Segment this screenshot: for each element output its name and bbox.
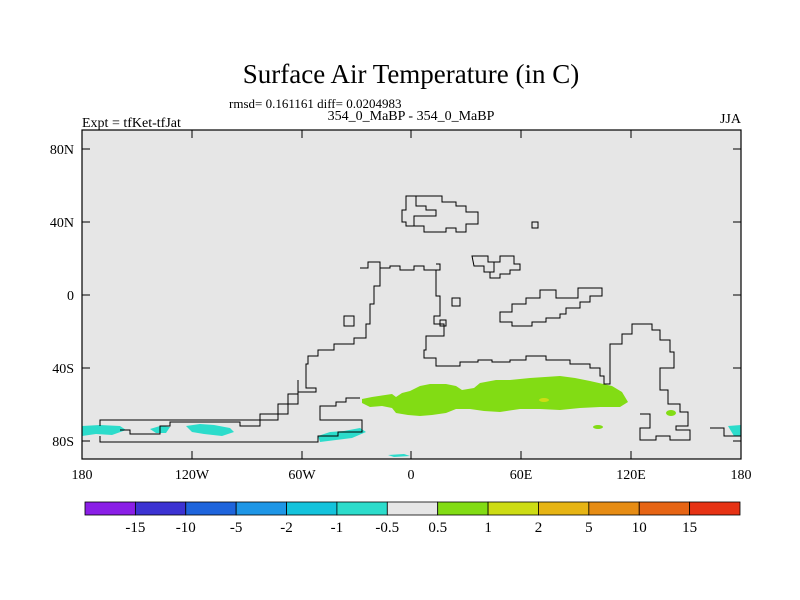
lon-label-0: 0 — [408, 468, 415, 483]
colorbar-swatch — [437, 501, 489, 516]
colorbar-label: -1 — [331, 520, 344, 536]
colorbar-label: 5 — [585, 520, 593, 536]
figure-title: Surface Air Temperature (in C) — [243, 59, 580, 89]
coastline-island-2 — [439, 319, 447, 327]
warm-anomaly-spot — [539, 398, 549, 402]
warm-anomaly-tiny — [593, 425, 603, 429]
lon-labels: 180 120W 60W 0 60E 120E 180 — [72, 468, 752, 483]
coastline-island-1 — [451, 297, 461, 307]
colorbar-swatch — [84, 501, 136, 516]
warm-anomaly-small — [666, 410, 676, 416]
coastline-island-3 — [343, 315, 355, 327]
coastline-east-peninsula — [488, 262, 495, 273]
colorbar-swatch — [588, 501, 640, 516]
lat-labels: 80N 40N 0 40S 80S — [50, 143, 74, 450]
colorbar-label: -2 — [280, 520, 293, 536]
stats-line: rmsd= 0.161161 diff= 0.0204983 — [229, 96, 401, 111]
cool-anomaly-south-sliver — [388, 454, 410, 457]
anomaly-shading — [82, 376, 741, 457]
colorbar-label: 1 — [484, 520, 492, 536]
coastline-arabia — [471, 255, 521, 279]
coastline-antarctic-ridge — [120, 380, 299, 435]
colorbar-label: 0.5 — [428, 520, 447, 536]
colorbar-swatch — [286, 501, 338, 516]
colorbar-label: -10 — [176, 520, 196, 536]
lat-label-40n: 40N — [50, 216, 74, 231]
lon-label-120w: 120W — [175, 468, 210, 483]
cool-anomaly-east-edge — [728, 425, 741, 436]
coastline-small-island-ne — [531, 221, 539, 229]
lat-label-0: 0 — [67, 289, 74, 304]
colorbar-swatch — [689, 501, 741, 516]
season-label: JJA — [720, 112, 742, 127]
continent-outlines — [99, 195, 741, 443]
lon-label-120e: 120E — [616, 468, 646, 483]
colorbar-swatch — [386, 501, 439, 516]
colorbar-label: -5 — [230, 520, 243, 536]
colorbar-label: 15 — [682, 520, 697, 536]
axis-ticks — [81, 130, 742, 459]
coastline-north-africa-cap — [401, 195, 437, 227]
colorbar-swatch — [235, 501, 287, 516]
lat-label-80n: 80N — [50, 143, 74, 158]
cool-anomaly-west2 — [186, 424, 234, 436]
lon-label-60w: 60W — [288, 468, 316, 483]
lon-label-180w: 180 — [72, 468, 93, 483]
lat-label-80s: 80S — [52, 435, 74, 450]
lat-label-40s: 40S — [52, 362, 74, 377]
colorbar-swatch — [336, 501, 388, 516]
colorbar-swatch — [638, 501, 691, 516]
lon-label-180e: 180 — [731, 468, 752, 483]
cool-anomaly-west-edge — [82, 425, 126, 436]
colorbar: -15 -10 -5 -2 -1 -0.5 0.5 1 2 5 10 15 — [84, 501, 741, 536]
colorbar-label: -15 — [125, 520, 145, 536]
coastline-south-america — [99, 268, 381, 426]
coastline-africa — [423, 270, 691, 441]
coastline-northeast-block — [414, 195, 479, 233]
colorbar-label: 2 — [535, 520, 543, 536]
colorbar-label: -0.5 — [375, 520, 399, 536]
colorbar-swatch — [487, 501, 539, 516]
colorbar-swatch — [134, 501, 187, 516]
coastline-east-spur — [710, 427, 741, 437]
coastline-india — [499, 287, 603, 327]
run-label: 354_0_MaBP - 354_0_MaBP — [328, 109, 495, 124]
lon-label-60e: 60E — [510, 468, 533, 483]
colorbar-swatch — [538, 501, 590, 516]
coastline-antarctic-west — [99, 397, 363, 443]
expt-label: Expt = tfKet-tfJat — [82, 116, 181, 131]
warm-anomaly-region — [362, 376, 628, 416]
colorbar-label: 10 — [632, 520, 647, 536]
colorbar-swatch — [185, 501, 237, 516]
coastline-america-north — [360, 261, 441, 271]
